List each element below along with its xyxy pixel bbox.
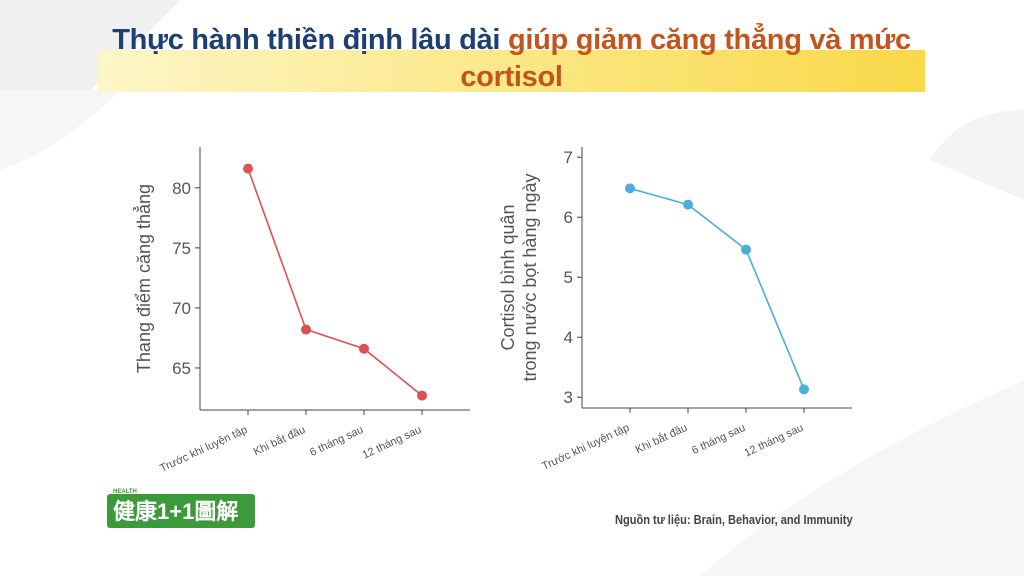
logo-tag: HEALTH — [113, 489, 137, 495]
y-tick-label: 80 — [172, 179, 191, 198]
y-tick-label: 7 — [564, 148, 573, 167]
y-tick-label: 70 — [172, 299, 191, 318]
point — [683, 199, 693, 210]
point — [799, 384, 809, 395]
y-tick-label: 5 — [564, 268, 573, 287]
y-tick-label: 65 — [172, 359, 191, 378]
line — [247, 168, 423, 397]
y-axis-label: trong nước bọt hàng ngày — [520, 174, 540, 382]
x-tick-label: 6 tháng sau — [690, 422, 747, 457]
y-tick-label: 4 — [564, 328, 573, 347]
title-band — [98, 50, 925, 92]
title: Thực hành thiền định lâu dài giúp giảm c… — [98, 22, 925, 96]
point — [625, 183, 635, 194]
bg-shape — [700, 380, 1024, 576]
x-tick-label: 6 tháng sau — [308, 424, 365, 459]
bg-shape — [930, 110, 1024, 200]
point — [301, 324, 311, 335]
x-tick-label: Trước khi luyện tập — [540, 422, 631, 473]
source: Nguồn tư liệu: Brain, Behavior, and Immu… — [615, 512, 853, 527]
logo-text: 健康1+1圖解 — [113, 499, 239, 524]
y-axis-label: Thang điểm căng thẳng — [133, 184, 154, 373]
point — [417, 390, 427, 401]
title-highlight: giúp giảm căng thẳng và mức cortisol — [460, 24, 911, 93]
x-tick-label: 12 tháng sau — [361, 424, 424, 462]
logo: HEALTH 健康1+1圖解 — [107, 489, 255, 528]
title-lead: Thực hành thiền định lâu dài — [112, 24, 501, 56]
y-axis-label: Cortisol bình quân — [498, 204, 518, 350]
x-tick-label: 12 tháng sau — [743, 422, 806, 460]
point — [243, 163, 253, 174]
point — [741, 244, 751, 255]
y-tick-label: 3 — [564, 388, 573, 407]
y-tick-label: 75 — [172, 239, 191, 258]
x-tick-label: Trước khi luyện tập — [158, 424, 249, 475]
x-tick-label: Khi bắt đầu — [633, 421, 689, 456]
y-tick-label: 6 — [564, 208, 573, 227]
line — [629, 187, 805, 390]
bg-shape — [0, 90, 120, 170]
point — [359, 343, 369, 354]
x-tick-label: Khi bắt đầu — [251, 423, 307, 458]
